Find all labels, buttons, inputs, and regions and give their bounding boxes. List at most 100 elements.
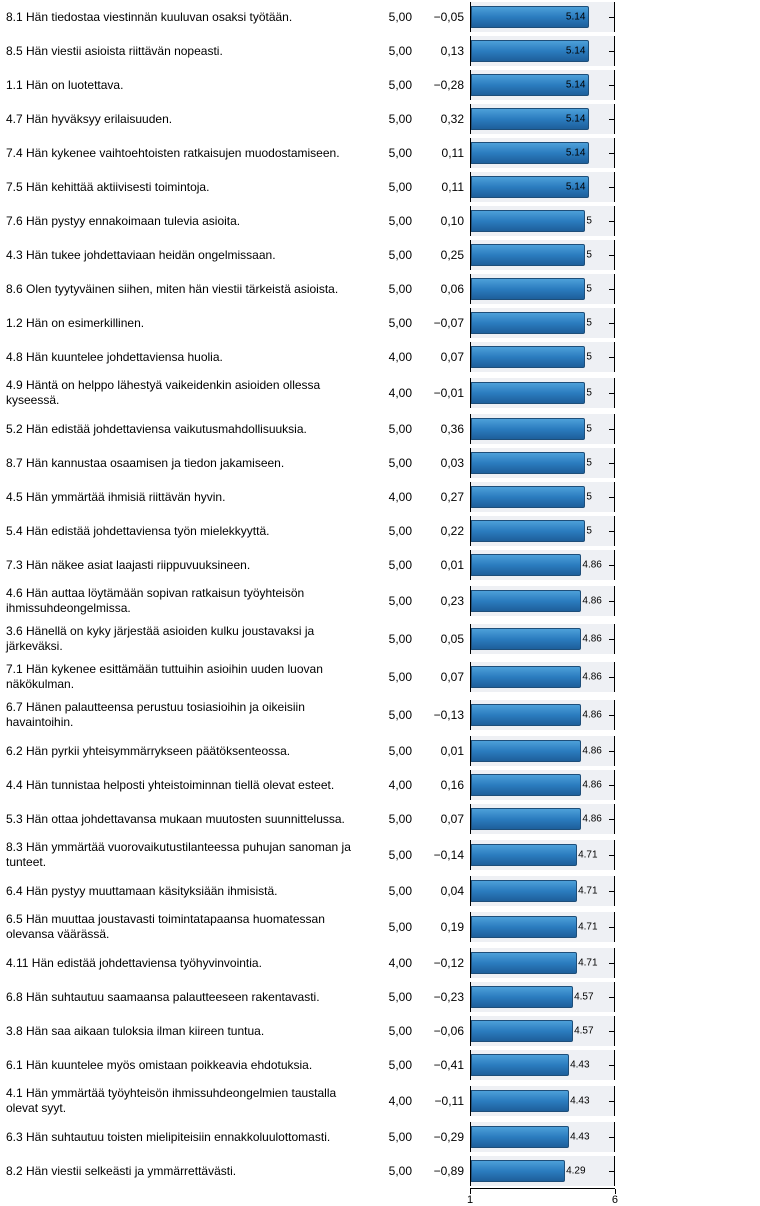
row-label: 1.2 Hän on esimerkillinen. — [0, 314, 370, 333]
row-label: 8.3 Hän ymmärtää vuorovaikutustilanteess… — [0, 838, 370, 872]
table-row: 4.1 Hän ymmärtää työyhteisön ihmissuhdeo… — [0, 1082, 760, 1120]
table-row: 4.6 Hän auttaa löytämään sopivan ratkais… — [0, 582, 760, 620]
bar-cell: 5 — [470, 274, 615, 304]
x-axis: 16 — [0, 1188, 760, 1206]
bar-value-label: 5 — [586, 352, 592, 363]
row-value-1: 5,00 — [370, 848, 418, 862]
bar-cell: 5 — [470, 240, 615, 270]
row-value-2: 0,32 — [418, 112, 470, 126]
bar: 5 — [471, 452, 585, 474]
row-value-1: 5,00 — [370, 812, 418, 826]
bar: 5 — [471, 312, 585, 334]
bar-value-label: 4.71 — [578, 886, 597, 897]
row-value-2: −0,13 — [418, 708, 470, 722]
bar: 4.86 — [471, 774, 581, 796]
row-value-2: −0,01 — [418, 386, 470, 400]
table-row: 5.3 Hän ottaa johdettavansa mukaan muuto… — [0, 802, 760, 836]
row-value-1: 5,00 — [370, 524, 418, 538]
row-label: 4.5 Hän ymmärtää ihmisiä riittävän hyvin… — [0, 488, 370, 507]
table-row: 7.6 Hän pystyy ennakoimaan tulevia asioi… — [0, 204, 760, 238]
bar: 4.86 — [471, 590, 581, 612]
bar-value-label: 4.57 — [574, 1026, 593, 1037]
bar-cell: 4.86 — [470, 700, 615, 730]
row-value-1: 5,00 — [370, 248, 418, 262]
row-label: 4.9 Häntä on helppo lähestyä vaikeidenki… — [0, 376, 370, 410]
bar: 4.86 — [471, 628, 581, 650]
table-row: 8.7 Hän kannustaa osaamisen ja tiedon ja… — [0, 446, 760, 480]
bar: 5.14 — [471, 74, 589, 96]
bar: 4.57 — [471, 1020, 573, 1042]
row-label: 1.1 Hän on luotettava. — [0, 76, 370, 95]
row-label: 6.1 Hän kuuntelee myös omistaan poikkeav… — [0, 1056, 370, 1075]
row-value-2: 0,13 — [418, 44, 470, 58]
bar: 4.86 — [471, 554, 581, 576]
bar: 4.86 — [471, 704, 581, 726]
bar: 5 — [471, 486, 585, 508]
table-row: 7.5 Hän kehittää aktiivisesti toimintoja… — [0, 170, 760, 204]
bar: 4.86 — [471, 666, 581, 688]
bar-cell: 4.43 — [470, 1122, 615, 1152]
row-value-1: 5,00 — [370, 282, 418, 296]
row-value-1: 4,00 — [370, 956, 418, 970]
bar-value-label: 4.86 — [582, 814, 601, 825]
row-value-2: 0,23 — [418, 594, 470, 608]
row-value-1: 5,00 — [370, 884, 418, 898]
bar-value-label: 5 — [586, 250, 592, 261]
bar: 4.71 — [471, 844, 577, 866]
row-value-2: −0,06 — [418, 1024, 470, 1038]
row-label: 6.4 Hän pystyy muuttamaan käsityksiään i… — [0, 882, 370, 901]
row-value-1: 5,00 — [370, 670, 418, 684]
table-row: 4.3 Hän tukee johdettaviaan heidän ongel… — [0, 238, 760, 272]
row-label: 8.6 Olen tyytyväinen siihen, miten hän v… — [0, 280, 370, 299]
row-value-1: 4,00 — [370, 490, 418, 504]
bar: 4.57 — [471, 986, 573, 1008]
row-value-2: −0,28 — [418, 78, 470, 92]
row-label: 6.7 Hänen palautteensa perustuu tosiasio… — [0, 698, 370, 732]
row-value-2: −0,23 — [418, 990, 470, 1004]
row-value-2: 0,19 — [418, 920, 470, 934]
row-value-2: 0,04 — [418, 884, 470, 898]
bar-value-label: 4.86 — [582, 672, 601, 683]
table-row: 1.1 Hän on luotettava.5,00−0,285.14 — [0, 68, 760, 102]
row-value-2: −0,14 — [418, 848, 470, 862]
table-row: 4.11 Hän edistää johdettaviensa työhyvin… — [0, 946, 760, 980]
bar-value-label: 5 — [586, 492, 592, 503]
row-label: 5.4 Hän edistää johdettaviensa työn miel… — [0, 522, 370, 541]
bar-value-label: 4.86 — [582, 596, 601, 607]
row-label: 3.8 Hän saa aikaan tuloksia ilman kiiree… — [0, 1022, 370, 1041]
bar: 5 — [471, 244, 585, 266]
table-row: 6.2 Hän pyrkii yhteisymmärrykseen päätök… — [0, 734, 760, 768]
bar-cell: 5 — [470, 308, 615, 338]
bar-cell: 4.86 — [470, 550, 615, 580]
bar-value-label: 4.29 — [566, 1166, 585, 1177]
table-row: 4.9 Häntä on helppo lähestyä vaikeidenki… — [0, 374, 760, 412]
table-row: 8.2 Hän viestii selkeästi ja ymmärrettäv… — [0, 1154, 760, 1188]
row-value-1: 5,00 — [370, 558, 418, 572]
row-value-1: 5,00 — [370, 10, 418, 24]
row-label: 3.6 Hänellä on kyky järjestää asioiden k… — [0, 622, 370, 656]
bar-value-label: 4.43 — [570, 1132, 589, 1143]
bar: 5 — [471, 382, 585, 404]
row-label: 4.11 Hän edistää johdettaviensa työhyvin… — [0, 954, 370, 973]
row-value-2: 0,07 — [418, 350, 470, 364]
bar-cell: 4.86 — [470, 586, 615, 616]
bar-value-label: 4.86 — [582, 634, 601, 645]
row-label: 5.2 Hän edistää johdettaviensa vaikutusm… — [0, 420, 370, 439]
row-label: 6.5 Hän muuttaa joustavasti toimintatapa… — [0, 910, 370, 944]
row-value-1: 5,00 — [370, 214, 418, 228]
row-label: 8.2 Hän viestii selkeästi ja ymmärrettäv… — [0, 1162, 370, 1181]
rating-table: 8.1 Hän tiedostaa viestinnän kuuluvan os… — [0, 0, 760, 1206]
table-row: 6.8 Hän suhtautuu saamaansa palautteesee… — [0, 980, 760, 1014]
bar-value-label: 5 — [586, 388, 592, 399]
row-value-1: 5,00 — [370, 1058, 418, 1072]
row-value-1: 5,00 — [370, 180, 418, 194]
bar: 4.86 — [471, 740, 581, 762]
row-value-1: 5,00 — [370, 422, 418, 436]
row-value-2: 0,06 — [418, 282, 470, 296]
row-label: 4.1 Hän ymmärtää työyhteisön ihmissuhdeo… — [0, 1084, 370, 1118]
row-label: 4.4 Hän tunnistaa helposti yhteistoiminn… — [0, 776, 370, 795]
bar-value-label: 4.86 — [582, 710, 601, 721]
row-value-2: −0,41 — [418, 1058, 470, 1072]
table-row: 4.4 Hän tunnistaa helposti yhteistoiminn… — [0, 768, 760, 802]
row-label: 4.7 Hän hyväksyy erilaisuuden. — [0, 110, 370, 129]
